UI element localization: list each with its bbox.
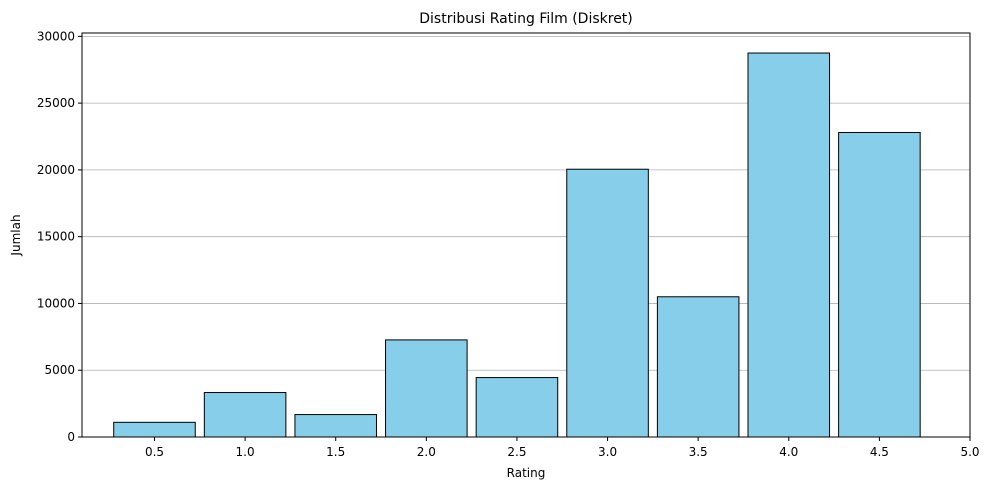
bar-3.0: [566, 168, 649, 438]
bar-2.5: [475, 377, 559, 438]
y-tick-label: 20000: [37, 163, 75, 177]
x-tick-label: 4.0: [779, 445, 798, 459]
x-tick-label: 1.0: [236, 445, 255, 459]
y-tick-label: 5000: [44, 363, 75, 377]
y-tick-label: 30000: [37, 29, 75, 43]
bars: [113, 52, 921, 438]
bar-3.5: [656, 296, 740, 438]
x-tick-label: 3.5: [689, 445, 708, 459]
y-tick-label: 0: [67, 430, 75, 444]
x-tick-label: 4.5: [870, 445, 889, 459]
x-axis-label: Rating: [507, 466, 546, 480]
x-tick-label: 2.5: [507, 445, 526, 459]
x-tick-label: 2.0: [417, 445, 436, 459]
y-tick-label: 25000: [37, 96, 75, 110]
y-tick-label: 15000: [37, 230, 75, 244]
x-tick-label: 1.5: [326, 445, 345, 459]
plot-frame: [81, 32, 971, 438]
gridlines: [82, 35, 970, 371]
x-axis-ticks: 0.5 1.0 1.5 2.0 2.5 3.0 3.5 4.0 4.5 5.0: [145, 437, 980, 459]
y-axis-label: Jumlah: [9, 214, 23, 256]
bar-1.5: [294, 414, 377, 438]
x-tick-label: 5.0: [960, 445, 979, 459]
y-tick-label: 10000: [37, 296, 75, 310]
x-tick-label: 3.0: [598, 445, 617, 459]
bar-4.5: [838, 131, 921, 438]
bar-0.5: [113, 421, 196, 438]
chart-title: Distribusi Rating Film (Diskret): [419, 11, 633, 27]
y-axis-ticks: 0 5000 10000 15000 20000 25000 30000: [37, 29, 82, 444]
bar-2.0: [385, 339, 468, 438]
x-tick-label: 0.5: [145, 445, 164, 459]
bar-4.0: [747, 52, 831, 438]
bar-1.0: [203, 392, 287, 438]
